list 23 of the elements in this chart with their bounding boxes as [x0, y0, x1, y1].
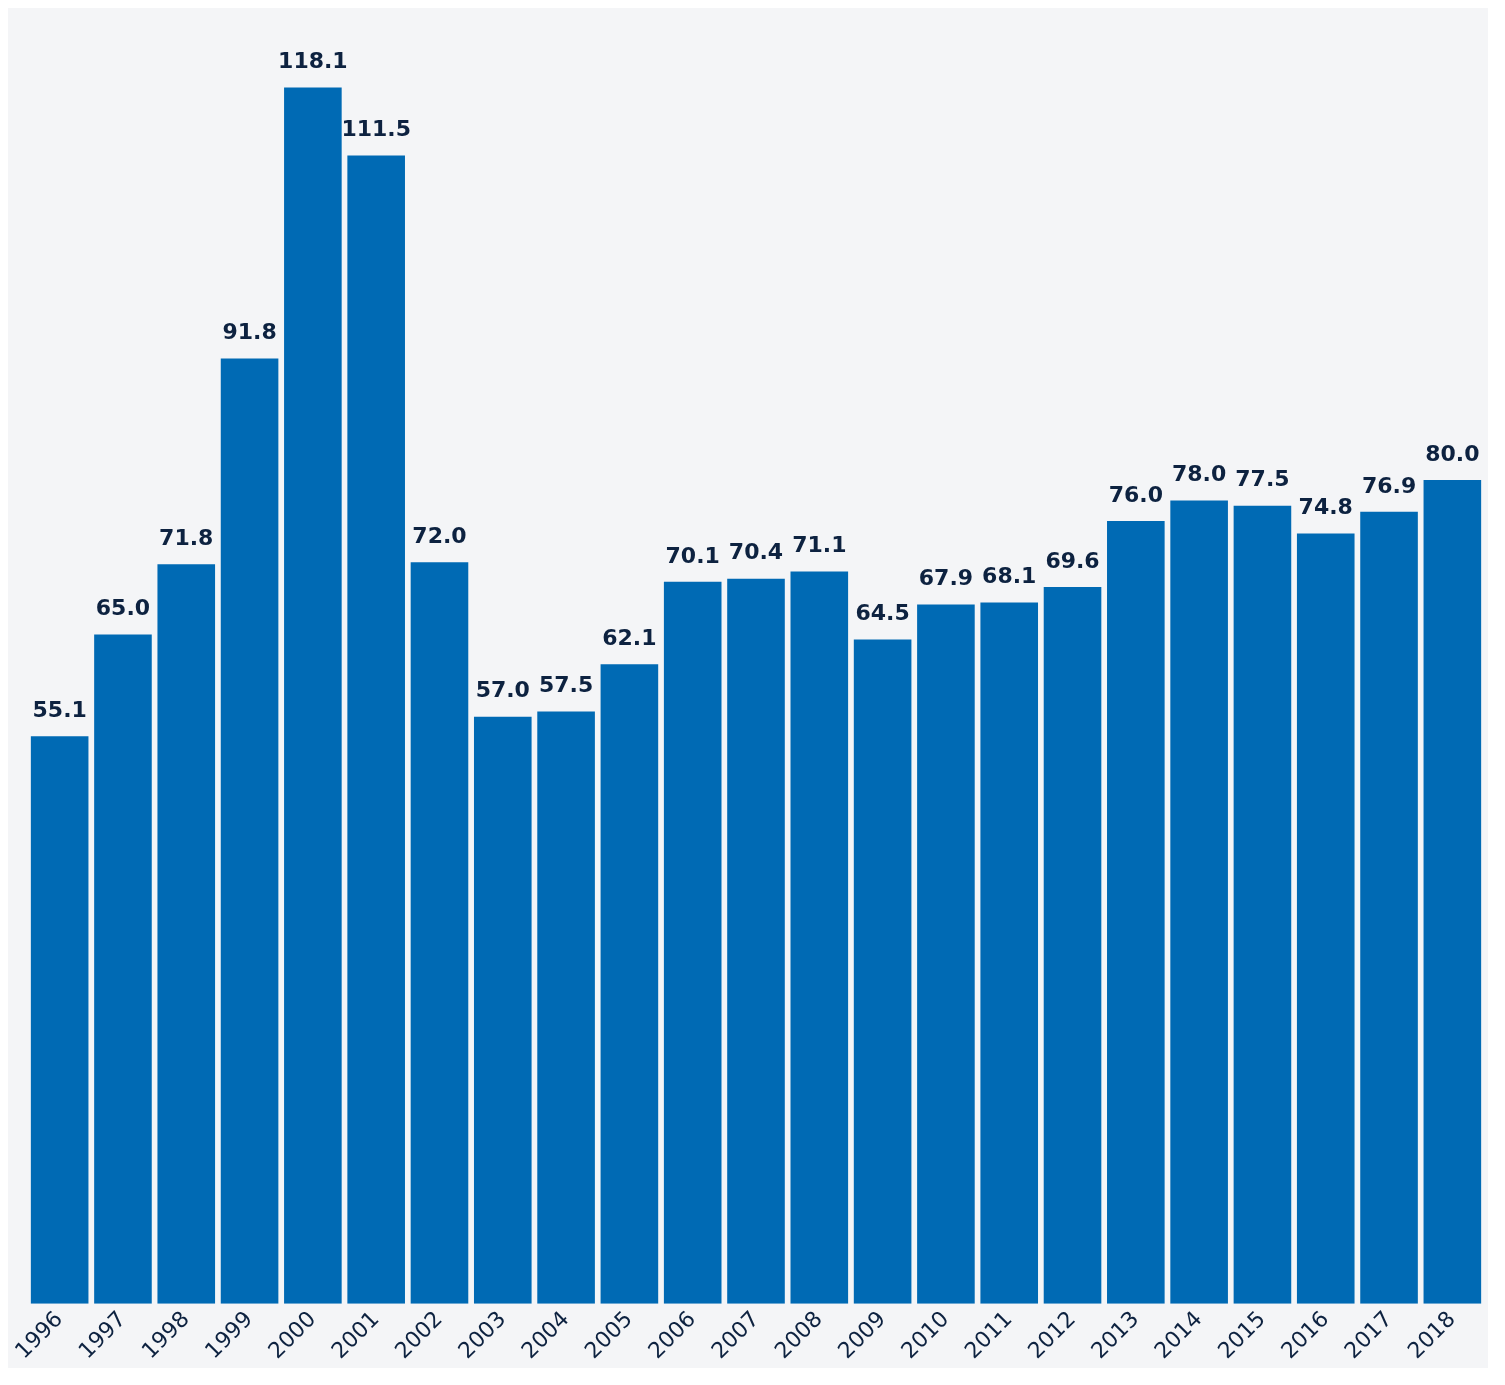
data-label: 78.0: [1171, 461, 1227, 487]
data-label: 111.5: [341, 116, 411, 142]
data-label: 71.8: [159, 525, 214, 551]
data-label: 71.1: [792, 532, 847, 558]
data-label: 76.9: [1361, 472, 1417, 498]
data-label: 70.4: [728, 539, 784, 565]
data-label: 55.1: [32, 697, 87, 723]
data-label: 70.1: [665, 542, 720, 568]
data-label: 72.0: [412, 523, 467, 549]
data-label: 77.5: [1235, 466, 1290, 492]
data-label: 57.0: [475, 677, 530, 703]
data-label: 69.6: [1045, 547, 1100, 573]
data-label: 67.9: [918, 565, 974, 591]
data-label: 80.0: [1425, 440, 1480, 466]
data-label: 64.5: [855, 600, 910, 626]
data-label: 74.8: [1298, 494, 1353, 520]
data-label: 118.1: [278, 48, 348, 74]
data-label: 91.8: [222, 319, 277, 345]
data-label: 65.0: [95, 595, 151, 621]
data-label: 57.5: [538, 672, 594, 698]
data-label: 76.0: [1108, 481, 1163, 507]
data-label: 62.1: [602, 624, 657, 650]
data-label: 68.1: [982, 563, 1037, 589]
